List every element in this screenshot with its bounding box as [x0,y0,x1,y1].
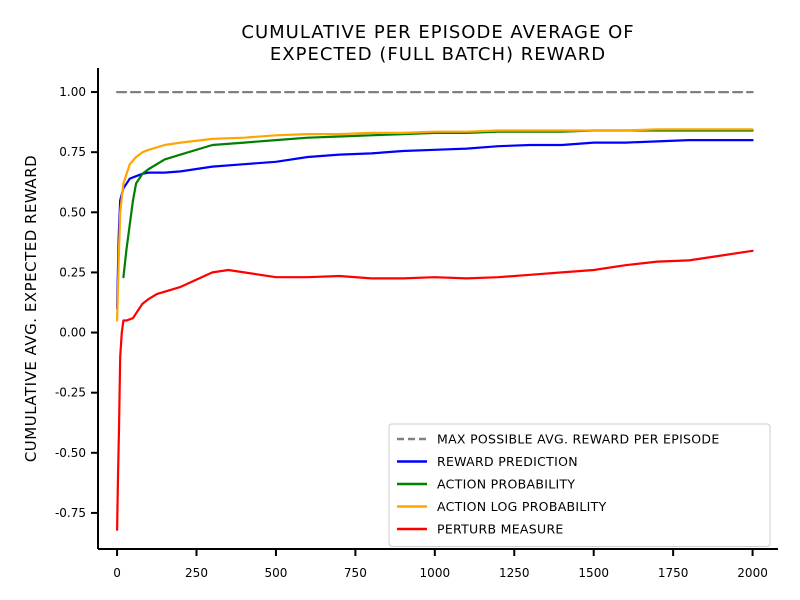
y-axis-label: CUMULATIVE AVG. EXPECTED REWARD [22,155,40,462]
x-tick-label: 1000 [420,566,451,580]
series-group [115,90,754,531]
chart-title-line: CUMULATIVE PER EPISODE AVERAGE OF [241,22,634,43]
legend-entry-label: ACTION PROBABILITY [437,477,575,492]
y-tick-label: 0.75 [59,145,86,159]
x-tick-label: 750 [344,566,367,580]
chart-title-line: EXPECTED (FULL BATCH) REWARD [270,44,606,65]
y-tick-label: -0.75 [55,506,86,520]
x-tick-label: 2000 [737,566,768,580]
series-line-2 [122,129,754,279]
series-line-4 [115,249,754,531]
legend-entry-label: PERTURB MEASURE [437,522,564,537]
x-tick-label: 500 [264,566,287,580]
y-tick-label: 1.00 [59,85,86,99]
legend-entry-label: REWARD PREDICTION [437,454,578,469]
chart-title: CUMULATIVE PER EPISODE AVERAGE OFEXPECTE… [241,22,634,65]
y-tick-label: -0.25 [55,386,86,400]
y-tick-label: 0.50 [59,205,86,219]
ticks: 0 250 500 750 1000 1250 1500 1750 2000 -0.75 -0.50… [55,85,768,580]
legend-entry-label: ACTION LOG PROBABILITY [437,499,607,514]
legend: MAX POSSIBLE AVG. REWARD PER EPISODE REWA… [388,423,771,547]
legend-entry-label: MAX POSSIBLE AVG. REWARD PER EPISODE [437,432,720,447]
x-tick-label: 250 [185,566,208,580]
y-tick-label: 0.25 [59,265,86,279]
legend-box [388,423,771,547]
x-tick-label: 1250 [499,566,530,580]
x-tick-label: 0 [113,566,121,580]
series-line-1 [115,139,754,310]
y-tick-label: -0.50 [55,446,86,460]
x-tick-label: 1500 [578,566,609,580]
axes [97,68,778,550]
series-line-3 [115,128,754,322]
y-tick-label: 0.00 [59,326,86,340]
x-tick-label: 1750 [658,566,689,580]
